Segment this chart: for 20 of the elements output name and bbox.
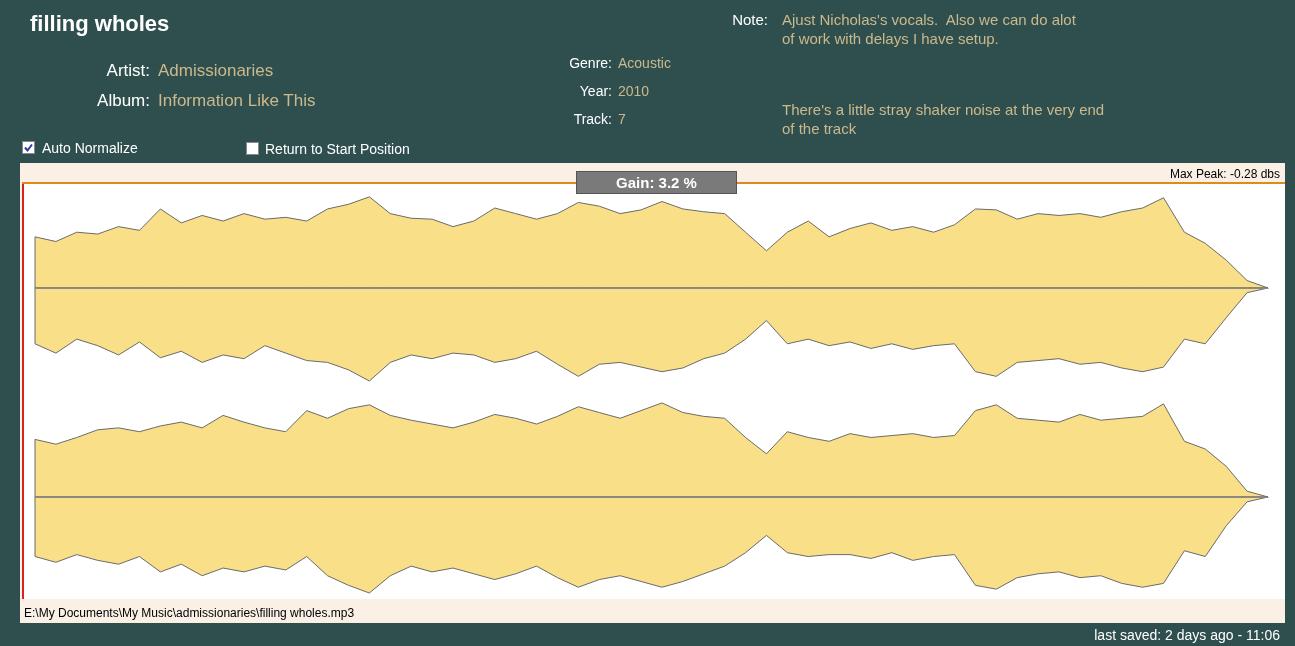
text: Ajust Nicholas's vocals. Also we can do alot of work with delays I have setup. [782,10,1077,48]
text: Year: [578,82,612,101]
text: E:\My Documents\My Music\admissionaries\filling wholes.mp3 [24,605,356,622]
text: Artist: [105,61,150,80]
text: There's a little stray shaker noise at the very end of the track [782,100,1106,138]
text: Return to Start Position [265,140,411,159]
text: Gain: 3.2 % [576,171,737,194]
text: Admissionaries [158,61,275,80]
text: Information Like This [158,91,317,110]
text: Auto Normalize [42,139,139,158]
text: Genre: [568,54,612,73]
text: Track: [572,110,612,129]
text: Album: [96,91,150,110]
text: Acoustic [618,54,672,73]
text: Max Peak: -0.28 dbs [1168,166,1280,183]
text: 2010 [618,82,651,101]
chart-title: filling wholes [30,11,170,36]
text: 7 [618,110,627,129]
text: Note: [731,10,768,29]
text: last saved: 2 days ago - 11:06 [1093,626,1280,645]
